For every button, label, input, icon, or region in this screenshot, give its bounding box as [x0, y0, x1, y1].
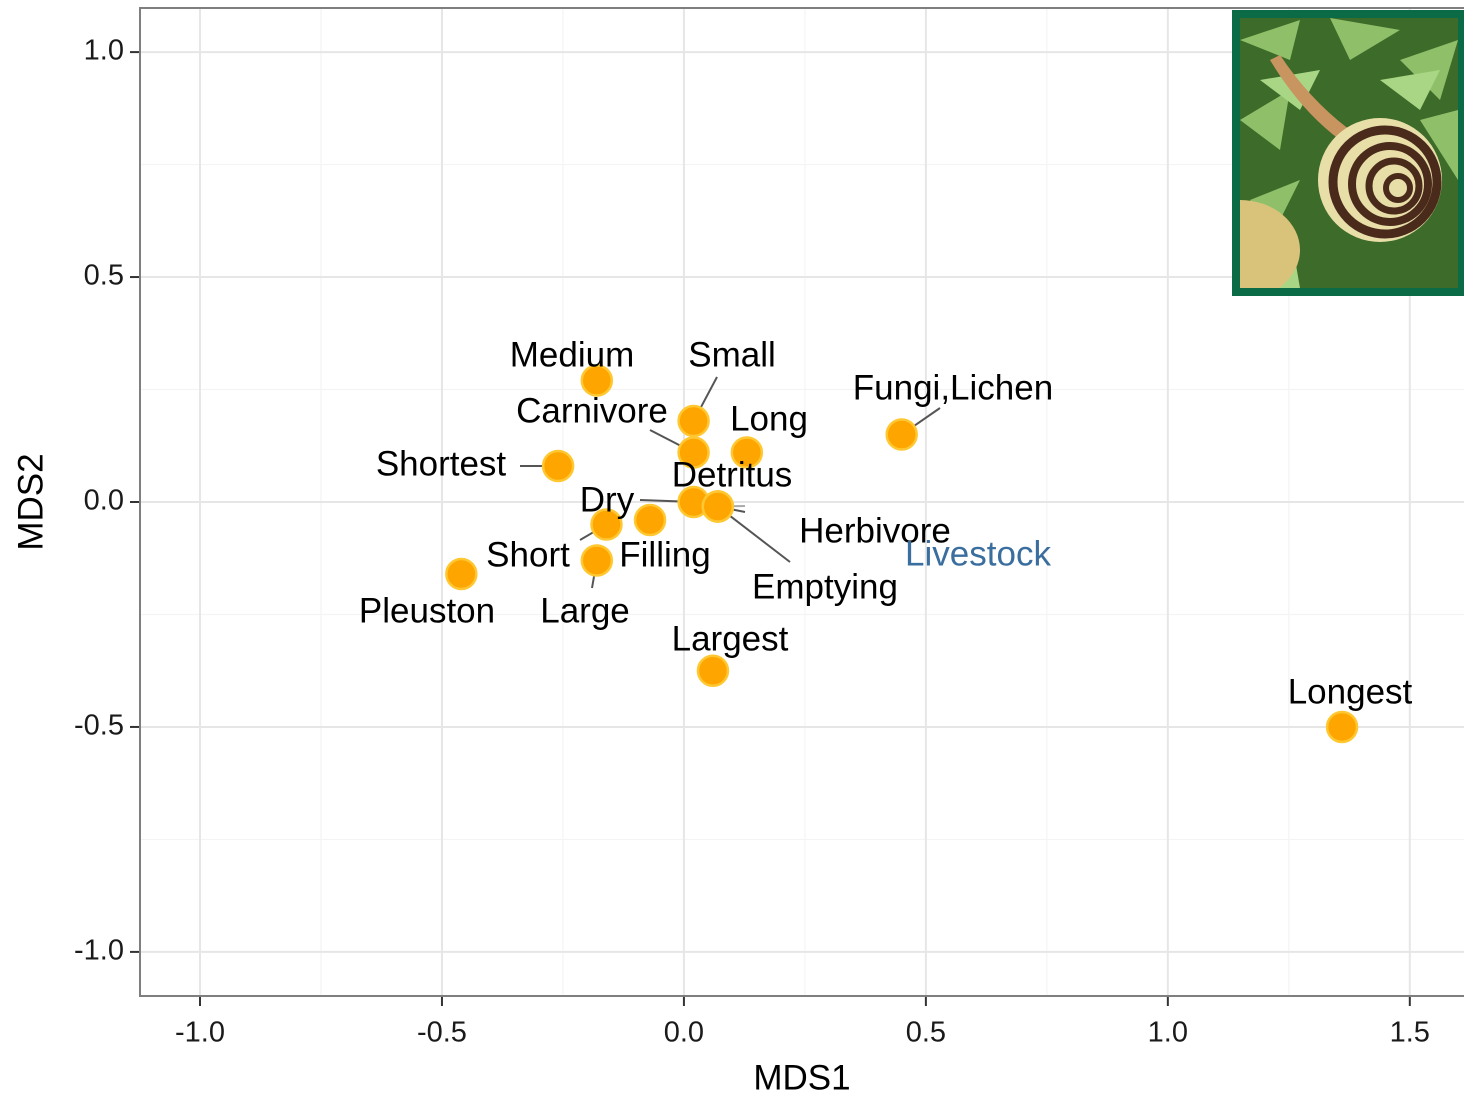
point-label: Small: [688, 335, 776, 374]
leader-line: [698, 376, 718, 411]
point-label: Fungi,Lichen: [853, 368, 1053, 407]
x-axis-title: MDS1: [753, 1058, 850, 1097]
point: [885, 418, 918, 451]
point: [1325, 710, 1359, 744]
point-label: Carnivore: [516, 391, 668, 430]
inset-image: [1232, 10, 1464, 296]
x-tick-label: 1.5: [1390, 1017, 1430, 1049]
y-tick-label: -0.5: [74, 710, 124, 742]
y-axis-title: MDS2: [11, 453, 50, 550]
panel-border: [139, 7, 1464, 997]
x-tick-label: -0.5: [417, 1017, 467, 1049]
y-tick-label: 0.0: [84, 485, 124, 517]
point: [633, 503, 667, 537]
y-tick-label: 1.0: [84, 35, 124, 67]
x-tick-label: 0.0: [664, 1017, 704, 1049]
point-label: Short: [486, 535, 570, 574]
point: [580, 544, 614, 577]
point-label: Shortest: [376, 444, 507, 483]
point-label: Livestock: [905, 534, 1051, 573]
point: [590, 508, 623, 541]
axes: -1.0 -0.5 0.0 0.5 1.0 1.5 -1.0 -0.5 0.0 0.5 1.0: [74, 7, 1464, 1049]
point: [580, 364, 614, 397]
x-tick-label: 0.5: [906, 1017, 946, 1049]
point-label: Long: [730, 399, 808, 438]
point-label: Largest: [672, 619, 789, 658]
point-label: Herbivore: [799, 511, 951, 550]
point-label: Medium: [510, 335, 634, 374]
point-label: Dry: [580, 480, 635, 519]
point-label: Emptying: [752, 567, 898, 606]
point: [445, 557, 478, 591]
point-label: Filling: [619, 535, 710, 574]
point: [677, 436, 710, 469]
point: [696, 654, 730, 687]
y-tick-label: -1.0: [74, 935, 124, 967]
point-label: Large: [540, 591, 630, 630]
point-labels: Medium Small Carnivore Long Fungi,Lichen Shor…: [359, 335, 1413, 711]
leader-line: [726, 513, 791, 563]
leader-line: [639, 499, 682, 503]
y-tick-label: 0.5: [84, 260, 124, 292]
point-label: Detritus: [672, 455, 793, 494]
point: [730, 436, 764, 469]
point: [677, 404, 710, 438]
point: [701, 490, 735, 523]
leader-line: [649, 429, 684, 448]
x-tick-label: -1.0: [175, 1017, 225, 1049]
point-label: Pleuston: [359, 591, 495, 630]
x-tick-label: 1.0: [1148, 1017, 1188, 1049]
point: [541, 449, 575, 483]
leader-line: [910, 407, 941, 429]
points: [445, 364, 1359, 744]
point-label: Longest: [1288, 672, 1413, 711]
